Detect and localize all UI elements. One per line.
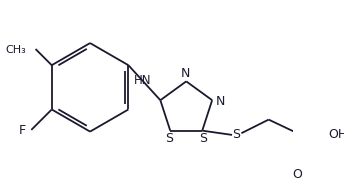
Text: OH: OH <box>328 128 344 141</box>
Text: S: S <box>199 132 207 145</box>
Text: S: S <box>165 132 173 145</box>
Text: HN: HN <box>134 74 151 87</box>
Text: N: N <box>181 67 190 80</box>
Text: CH₃: CH₃ <box>6 45 26 55</box>
Text: O: O <box>292 168 302 181</box>
Text: F: F <box>19 124 26 137</box>
Text: N: N <box>216 95 225 108</box>
Text: S: S <box>232 128 240 141</box>
